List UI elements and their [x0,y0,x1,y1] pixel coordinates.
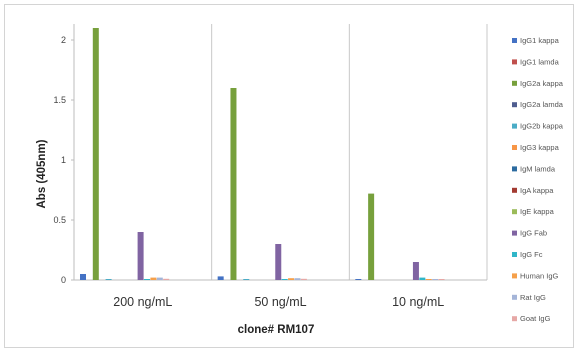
y-tick-labels: 0 0.5 1 1.5 2 [53,35,74,285]
y-tick-label: 2 [61,35,66,45]
bar-goat-igg [300,278,307,280]
category-label: 50 ng/mL [254,295,306,309]
bar-rat-igg [294,278,301,280]
bar-igg-fab [412,262,419,280]
legend-swatch [512,38,517,43]
bar-igg2a-kappa [92,28,99,280]
legend-swatch [512,102,517,108]
bar-igg2a-kappa [368,193,375,280]
bar-igg1-kappa [217,276,224,280]
bar-rat-igg [156,277,163,280]
legend-swatch [512,80,517,86]
y-axis-label: Abs (405nm) [36,139,48,208]
x-axis-label: clone# RM107 [238,324,315,336]
legend-swatch [512,145,517,150]
legend-label: IgG1 kappa [520,36,560,45]
bar-igg1-kappa [80,274,86,280]
bar-igg1-kappa [355,279,362,280]
category-label: 200 ng/mL [113,295,172,309]
y-tick-label: 1 [61,155,66,165]
bar-human-igg [288,278,295,280]
bar-goat-igg [438,279,445,280]
bar-igg-fab [137,232,144,280]
legend-label: IgA kappa [520,186,554,195]
legend-swatch [512,273,517,279]
legend-swatch [512,59,517,65]
legend-swatch [512,230,517,236]
legend-swatch [512,209,517,215]
axis-layer [73,24,488,281]
legend-swatch [512,123,517,129]
bar-human-igg [150,277,157,280]
legend-label: Rat IgG [520,293,546,302]
bar-goat-igg [163,278,170,280]
legend-label: IgG Fc [520,250,543,259]
y-tick-label: 0 [61,275,66,285]
legend-label: Goat IgG [520,314,551,323]
legend-label: IgG1 lamda [520,57,560,66]
legend: IgG1 kappa IgG1 lamda IgG2a kappa IgG2a lam… [512,36,564,323]
bars-layer [80,28,445,280]
bar-rat-igg [432,279,439,280]
legend-label: IgG2a lamda [520,100,564,109]
legend-label: IgG3 kappa [520,143,560,152]
legend-label: IgE kappa [520,207,555,216]
y-tick-label: 1.5 [53,95,66,105]
legend-label: IgM lamda [520,164,556,173]
legend-label: Human IgG [520,271,559,280]
bar-igg2b-kappa [105,279,112,280]
chart-frame [4,4,574,348]
bar-igg-fc [281,279,288,280]
legend-swatch [512,252,517,257]
legend-label: IgG2b kappa [520,122,564,131]
bar-human-igg [425,279,432,280]
bar-igg2a-kappa [230,88,237,280]
category-labels: 200 ng/mL 50 ng/mL 10 ng/mL [113,295,444,309]
legend-swatch [512,294,517,300]
legend-swatch [512,316,517,322]
legend-swatch [512,187,517,193]
bar-igg2b-kappa [243,279,250,280]
legend-swatch [512,166,517,172]
y-tick-label: 0.5 [53,215,66,225]
bar-igg-fab [275,244,282,280]
legend-label: IgG Fab [520,229,547,238]
legend-label: IgG2a kappa [520,79,564,88]
category-label: 10 ng/mL [392,295,444,309]
bar-igg-fc [144,279,150,280]
bar-igg-fc [419,277,426,280]
